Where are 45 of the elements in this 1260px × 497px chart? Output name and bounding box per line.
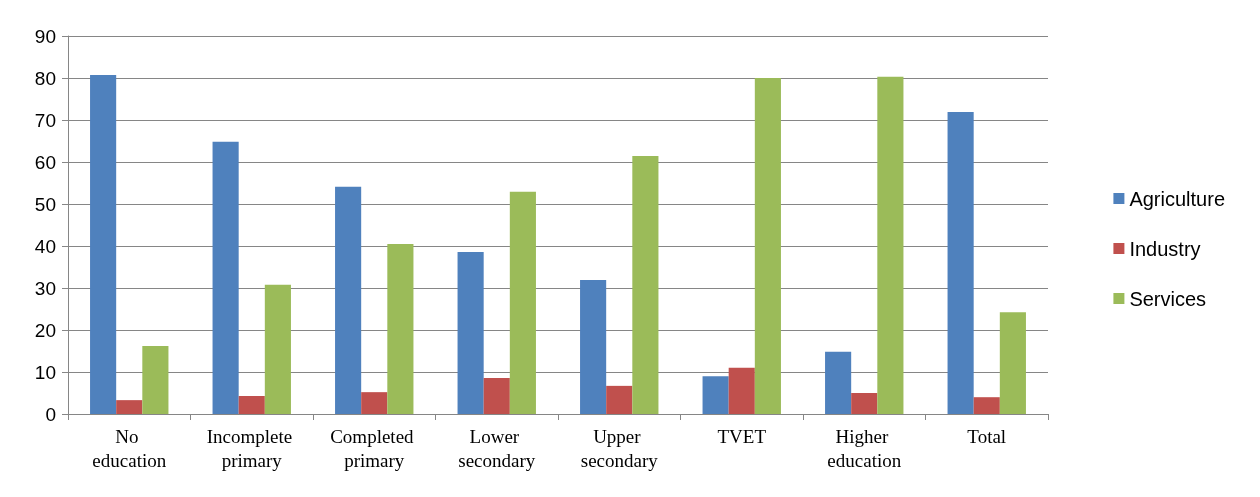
bar [238, 395, 265, 414]
y-tick-label: 10 [34, 361, 56, 383]
legend-label: Agriculture [1129, 187, 1226, 210]
x-tick-label: Incomplete primary [206, 425, 297, 471]
x-tick-label: No education [92, 425, 167, 471]
bar [264, 284, 291, 414]
bar [728, 367, 755, 414]
bar [212, 141, 239, 414]
bar [632, 156, 659, 414]
bar [116, 400, 143, 414]
bar [825, 351, 852, 414]
bar [483, 377, 510, 414]
y-tick-label: 20 [34, 319, 56, 341]
x-tick-label: Lower secondary [458, 425, 536, 471]
y-tick-label: 90 [34, 25, 56, 47]
y-tick-label: 80 [34, 67, 56, 89]
bar [335, 186, 362, 414]
bar [509, 191, 536, 414]
bar [457, 251, 484, 414]
bar [387, 243, 414, 414]
y-tick-label: 70 [34, 109, 56, 131]
bar [754, 78, 781, 414]
y-tick-label: 30 [34, 277, 56, 299]
bar [877, 76, 904, 414]
y-tick-label: 0 [45, 403, 56, 425]
x-tick-label: TVET [717, 425, 767, 447]
bar [606, 385, 633, 414]
bar [580, 280, 607, 414]
y-tick-label: 40 [34, 235, 56, 257]
bar [851, 393, 878, 414]
bar [947, 112, 974, 414]
x-tick-label: Completed primary [330, 425, 419, 471]
y-tick-label: 60 [34, 151, 56, 173]
x-tick-label: Total [967, 425, 1007, 447]
legend-label: Services [1129, 287, 1207, 310]
bar [361, 392, 388, 414]
bar [973, 397, 1000, 414]
y-tick-label: 50 [34, 193, 56, 215]
bar [702, 376, 729, 414]
legend-label: Industry [1129, 237, 1201, 260]
bar [90, 75, 117, 414]
x-tick-label: Higher education [827, 425, 902, 471]
bar [999, 312, 1026, 414]
x-tick-label: Upper secondary [580, 425, 659, 471]
bar [142, 345, 169, 414]
